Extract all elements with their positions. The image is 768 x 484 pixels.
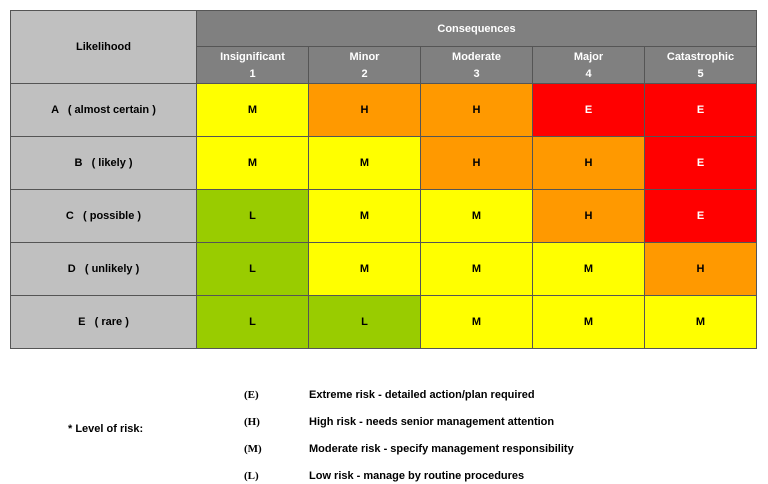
risk-cell: L (196, 189, 309, 243)
row-label: D ( unlikely ) (10, 242, 197, 296)
column-name: Major (573, 50, 604, 63)
risk-cell: H (532, 189, 645, 243)
risk-cell: E (644, 83, 757, 137)
legend-text: High risk - needs senior management atte… (309, 416, 555, 428)
risk-cell: M (196, 83, 309, 137)
risk-cell: M (532, 295, 645, 349)
legend-text: Moderate risk - specify management respo… (309, 443, 574, 455)
column-header: Moderate 3 (420, 46, 533, 84)
risk-cell: M (308, 136, 421, 190)
column-name: Insignificant (220, 50, 285, 63)
legend-text: Low risk - manage by routine procedures (309, 470, 525, 482)
column-header: Major 4 (532, 46, 645, 84)
risk-cell: M (420, 189, 533, 243)
column-header: Minor 2 (308, 46, 421, 84)
risk-cell: E (532, 83, 645, 137)
legend-code: (M) (244, 443, 262, 455)
risk-cell: M (420, 242, 533, 296)
row-label: C ( possible ) (10, 189, 197, 243)
risk-cell: L (196, 242, 309, 296)
risk-cell: M (196, 136, 309, 190)
risk-cell: E (644, 189, 757, 243)
risk-cell: H (644, 242, 757, 296)
legend-code: (L) (244, 470, 259, 482)
risk-cell: H (420, 136, 533, 190)
risk-cell: H (532, 136, 645, 190)
row-label: B ( likely ) (10, 136, 197, 190)
legend-code: (H) (244, 416, 260, 428)
legend-code: (E) (244, 389, 259, 401)
risk-cell: M (532, 242, 645, 296)
column-number: 4 (585, 67, 592, 80)
risk-cell: M (308, 242, 421, 296)
risk-cell: M (308, 189, 421, 243)
legend-text: Extreme risk - detailed action/plan requ… (309, 389, 535, 401)
column-name: Moderate (452, 50, 501, 63)
risk-cell: M (644, 295, 757, 349)
column-number: 1 (249, 67, 256, 80)
risk-cell: M (420, 295, 533, 349)
risk-cell: H (420, 83, 533, 137)
risk-cell: H (308, 83, 421, 137)
row-label: E ( rare ) (10, 295, 197, 349)
column-name: Catastrophic (666, 50, 735, 63)
risk-cell: L (196, 295, 309, 349)
legend-title: * Level of risk: (68, 423, 144, 435)
row-label: A ( almost certain ) (10, 83, 197, 137)
column-header: Insignificant 1 (196, 46, 309, 84)
column-number: 5 (697, 67, 704, 80)
group-header: Consequences (196, 10, 757, 47)
column-header: Catastrophic 5 (644, 46, 757, 84)
risk-cell: E (644, 136, 757, 190)
column-number: 3 (473, 67, 480, 80)
risk-cell: L (308, 295, 421, 349)
column-name: Minor (349, 50, 380, 63)
corner-cell: Likelihood (10, 10, 197, 84)
column-number: 2 (361, 67, 368, 80)
